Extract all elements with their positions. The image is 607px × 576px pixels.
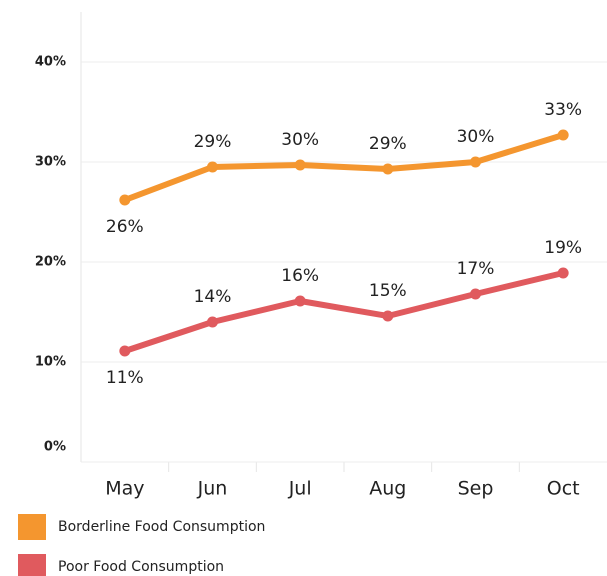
data-label: 33% xyxy=(544,100,582,120)
data-label: 19% xyxy=(544,238,582,258)
point xyxy=(119,345,131,357)
data-label: 15% xyxy=(369,281,407,301)
y-tick-label: 20% xyxy=(35,255,66,270)
point xyxy=(294,295,306,307)
y-tick-label: 0% xyxy=(44,440,66,455)
x-tick-label: May xyxy=(105,478,144,500)
data-label: 16% xyxy=(281,266,319,286)
data-label: 11% xyxy=(106,368,144,388)
point xyxy=(382,310,394,322)
data-label: 17% xyxy=(457,259,495,279)
point xyxy=(207,316,218,328)
point xyxy=(470,156,481,168)
data-label: 14% xyxy=(194,287,232,307)
data-label: 29% xyxy=(369,134,407,154)
legend-label: Poor Food Consumption xyxy=(58,559,224,575)
point xyxy=(119,194,131,206)
line xyxy=(121,270,567,354)
point xyxy=(470,288,481,300)
data-label: 26% xyxy=(106,217,144,237)
data-label: 30% xyxy=(281,130,319,150)
x-tick-label: Jun xyxy=(197,478,228,500)
x-tick-label: Jul xyxy=(288,478,312,500)
legend-label: Borderline Food Consumption xyxy=(58,519,265,535)
x-tick-label: Sep xyxy=(458,478,494,500)
y-tick-label: 10% xyxy=(35,355,66,370)
x-tick-label: Oct xyxy=(547,478,580,500)
point xyxy=(557,129,569,141)
legend-swatch xyxy=(18,514,46,540)
point xyxy=(382,163,394,175)
legend-swatch xyxy=(18,554,46,576)
y-tick-label: 30% xyxy=(35,155,66,170)
x-tick-label: Aug xyxy=(369,478,406,500)
y-tick-label: 40% xyxy=(35,55,66,70)
point xyxy=(557,267,569,279)
line xyxy=(121,132,567,203)
data-label: 29% xyxy=(194,132,232,152)
point xyxy=(207,161,218,173)
data-label: 30% xyxy=(457,127,495,147)
point xyxy=(294,159,306,171)
